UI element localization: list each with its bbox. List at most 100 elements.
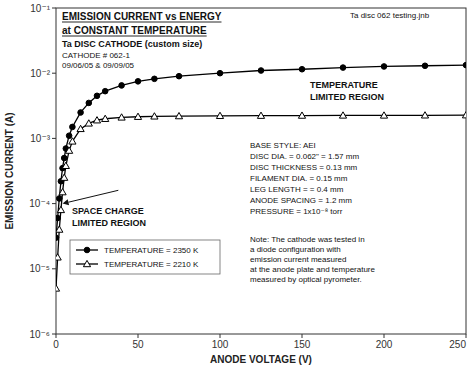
series-marker [61,155,67,161]
x-tick-label: 200 [376,339,393,350]
series-marker [175,112,182,118]
series-line [56,65,466,238]
series-marker [62,162,69,168]
annotation: Note: The cathode was tested in [250,235,365,244]
annotation: emission current measured [250,255,346,264]
annotation: LEG LENGTH = = 0.4 mm [250,185,344,194]
series-marker [56,254,61,260]
series-marker [339,112,346,118]
series-marker [66,147,73,153]
y-tick-label: 10⁻⁵ [29,263,50,274]
series-marker [421,112,428,118]
legend-marker [84,247,90,253]
series-marker [257,112,264,118]
series-marker [93,117,100,123]
subtitle: Ta DISC CATHODE (custom size) [62,39,202,49]
annotation: TEMPERATURE [310,80,378,90]
subtitle: CATHODE # 062-1 [62,51,130,60]
series-marker [94,93,100,99]
y-tick [52,334,56,335]
y-tick-label: 10⁻³ [30,133,50,144]
x-tick-label: 50 [132,339,144,350]
x-tick [384,334,385,338]
x-tick [56,334,57,338]
series-marker [152,76,158,82]
y-tick [52,8,56,9]
series-marker [56,285,60,291]
annotation: at the anode plate and temperature [250,265,376,274]
series-marker [85,120,92,126]
series-marker [299,66,305,72]
series-marker [119,83,125,89]
legend-marker [83,260,90,266]
legend-box [70,240,220,274]
series-marker [463,62,466,68]
x-tick-label: 250 [449,339,466,350]
y-tick [52,203,56,204]
background [0,0,476,368]
y-tick-label: 10⁻⁴ [29,198,50,209]
series-marker [59,189,66,195]
series-marker [102,115,109,121]
legend: TEMPERATURE = 2350 K TEMPERATURE = 2210 K [70,240,220,274]
title: EMISSION CURRENT vs ENERGY [62,11,222,22]
series-line [56,115,466,288]
subtitle: 09/06/05 & 09/09/05 [62,61,135,70]
series-marker [102,88,108,94]
y-tick-label: 10⁻² [30,68,50,79]
y-tick-label: 10⁻⁶ [29,329,50,340]
x-tick [138,334,139,338]
series-marker [422,63,428,69]
annotation: DISC DIA. = 0.062" = 1.57 mm [250,152,359,161]
x-tick-label: 100 [212,339,229,350]
annotation: DISC THICKNESS = 0.13 mm [250,163,358,172]
plot-frame [56,8,466,334]
x-tick-label: 0 [53,339,59,350]
chart: 10⁻⁶ 10⁻⁵ 10⁻⁴ 10⁻³ 10⁻² 10⁻¹ 0 50 100 150 200 250 A… [0,0,476,368]
annotation: PRESSURE = 1x10⁻⁸ torr [250,207,343,216]
series-marker [70,124,76,130]
series-marker [176,73,182,79]
legend-label: TEMPERATURE = 2210 K [104,260,199,269]
y-tick [52,73,56,74]
annotation: FILAMENT DIA. = 0.15 mm [250,174,348,183]
annotation: LIMITED REGION [310,92,384,102]
series-marker [340,65,346,71]
x-tick [302,334,303,338]
annotation: ANODE SPACING = 1.2 mm [250,196,352,205]
annotation: a diode configuration with [250,245,341,254]
series-marker [78,110,84,116]
annotation: BASE STYLE: AEI [250,141,316,150]
series-marker [151,113,158,119]
y-axis-label: EMISSION CURRENT (A) [4,112,15,229]
title-underline [62,36,207,37]
series-marker [380,112,387,118]
series-marker [134,113,141,119]
x-axis-label: ANODE VOLTAGE (V) [210,354,312,365]
plot-area [56,62,466,291]
title-underline [62,22,221,23]
x-tick-label: 150 [294,339,311,350]
series-marker [66,133,72,139]
y-tick [52,268,56,269]
annotation: Ta disc 062 testing.jnb [350,11,430,20]
series-marker [57,206,64,212]
series-marker [298,112,305,118]
y-tick-label: 10⁻¹ [30,3,50,14]
series-marker [381,64,387,70]
x-tick [466,334,467,338]
y-tick [52,138,56,139]
title: at CONSTANT TEMPERATURE [62,25,207,36]
series-marker [56,226,63,232]
series-marker [216,112,223,118]
x-tick [220,334,221,338]
legend-label: TEMPERATURE = 2350 K [104,246,199,255]
annotation-arrow [68,190,118,202]
series-marker [77,125,84,131]
series-marker [258,68,264,74]
series-marker [61,174,68,180]
series-marker [462,112,466,118]
series-marker [118,114,125,120]
annotation: measured by optical pyrometer. [250,275,362,284]
annotation: LIMITED REGION [72,218,146,228]
